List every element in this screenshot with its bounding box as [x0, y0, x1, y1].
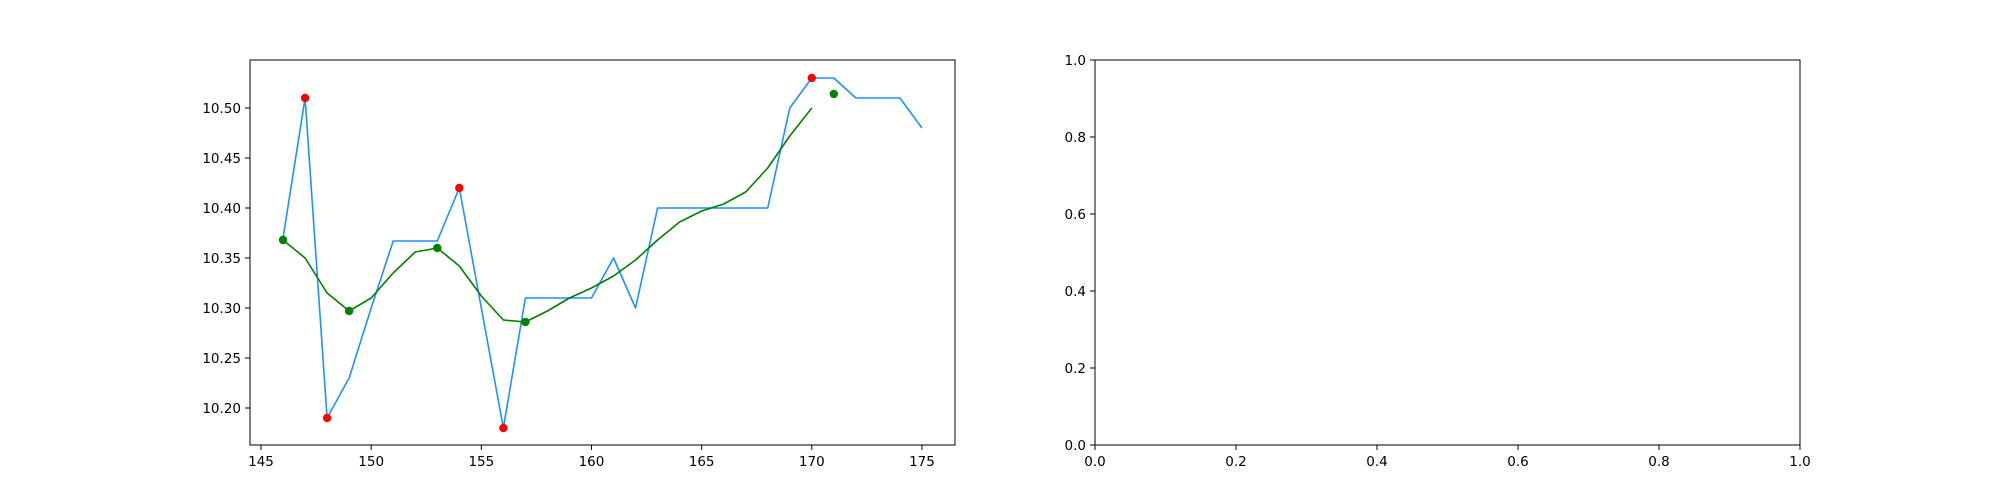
chart-left-x-tick-label: 150: [358, 454, 384, 470]
chart-left: 145 150 155 160 165 170 175 10.20 10.25 10.30 10.3…: [202, 59, 956, 470]
chart-left-series-3-point: [829, 89, 839, 99]
chart-right-y-tick-label: 0.2: [1065, 361, 1086, 377]
chart-right-y-tick-label: 0.6: [1065, 207, 1086, 223]
chart-left-series-line-1: [282, 107, 813, 323]
chart-left-x-tick-label: 145: [248, 454, 274, 470]
chart-left-plot-area: [278, 73, 923, 433]
chart-right: 0.0 0.2 0.4 0.6 0.8 1.0 0.0 0.2 0.4 0.6 0.8 1.0: [1065, 53, 1811, 470]
chart-right-y-tick-label: 0.8: [1065, 130, 1086, 146]
chart-right-x-tick-label: 1.0: [1789, 454, 1810, 470]
chart-left-x-tick-label: 155: [468, 454, 494, 470]
chart-right-x-tick-label: 0.6: [1507, 454, 1528, 470]
chart-right-x-tick-label: 0.2: [1225, 454, 1246, 470]
chart-left-axes-frame: [249, 59, 956, 446]
chart-left-x-tick-label: 165: [689, 454, 715, 470]
chart-left-x-tick-label: 160: [579, 454, 605, 470]
chart-right-y-tick-label: 1.0: [1065, 53, 1086, 69]
chart-right-x-tick-label: 0.0: [1084, 454, 1105, 470]
chart-left-y-tick-label: 10.50: [202, 101, 241, 117]
chart-right-x-tick-label: 0.4: [1366, 454, 1387, 470]
chart-left-series-2-point: [300, 93, 310, 103]
chart-left-series-line-0: [282, 77, 923, 429]
chart-left-y-tick-label: 10.30: [202, 301, 241, 317]
chart-right-y-tick-label: 0.0: [1065, 438, 1086, 454]
chart-left-series-2-point: [499, 423, 508, 433]
chart-left-y-tick-label: 10.25: [202, 351, 241, 367]
chart-left-x-tick-label: 170: [799, 454, 825, 470]
chart-right-y-tick-label: 0.4: [1065, 284, 1086, 300]
chart-left-x-tick-label: 175: [909, 454, 935, 470]
chart-left-series-2-point: [455, 183, 464, 193]
chart-left-series-3-point: [344, 306, 354, 316]
chart-left-series-3-point: [433, 243, 442, 253]
chart-left-series-3-point: [278, 235, 288, 245]
chart-left-series-2-point: [322, 413, 332, 423]
chart-left-y-tick-label: 10.40: [202, 201, 241, 217]
chart-left-y-tick-label: 10.35: [202, 251, 241, 267]
chart-right-x-tick-label: 0.8: [1648, 454, 1669, 470]
chart-left-y-tick-label: 10.45: [202, 151, 241, 167]
chart-right-axes-frame: [1094, 59, 1801, 446]
chart-left-series-3-point: [521, 317, 530, 327]
chart-left-series-2-point: [807, 73, 816, 83]
chart-left-y-tick-label: 10.20: [202, 401, 241, 417]
